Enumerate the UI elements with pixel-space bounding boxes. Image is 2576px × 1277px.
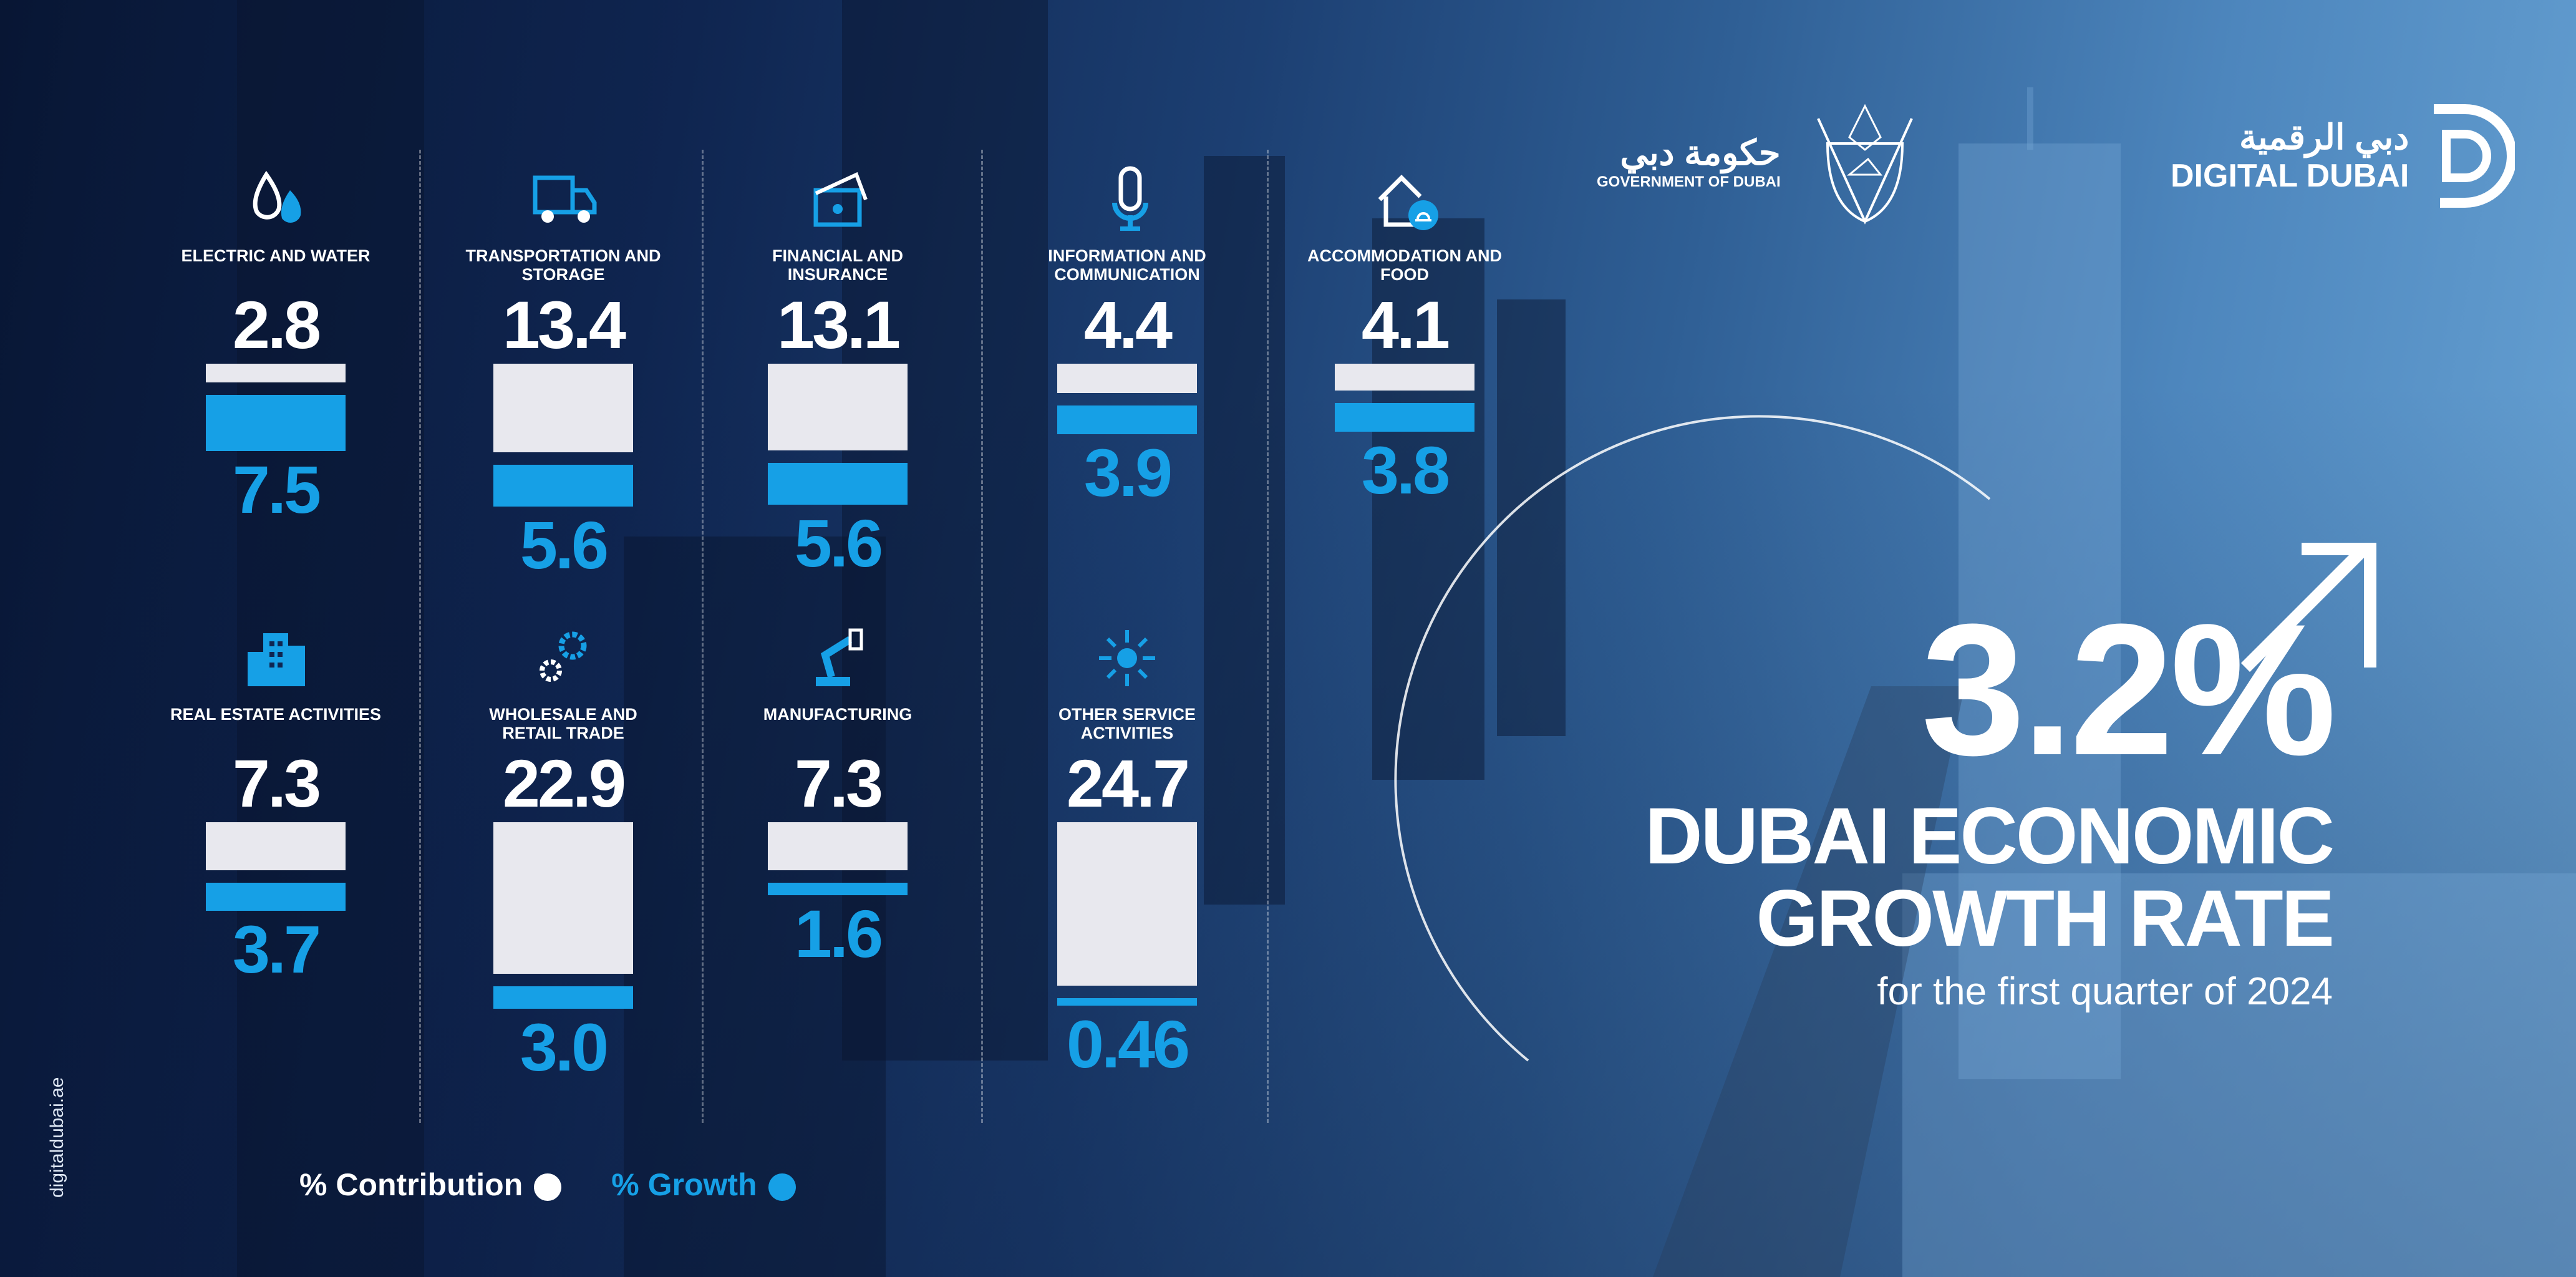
headline-subtitle: for the first quarter of 2024 <box>1877 970 2333 1013</box>
sector-label: FINANCIAL AND INSURANCE <box>772 246 903 284</box>
headline-title: DUBAI ECONOMIC GROWTH RATE <box>1645 792 2335 963</box>
gov-logo-english: GOVERNMENT OF DUBAI <box>1597 173 1781 190</box>
sector-card: FINANCIAL AND INSURANCE 13.1 5.6 <box>732 165 944 578</box>
sector-label: WHOLESALE AND RETAIL TRADE <box>489 705 637 742</box>
sector-label: ELECTRIC AND WATER <box>181 246 370 265</box>
sector-label: ACCOMMODATION AND FOOD <box>1307 246 1502 284</box>
contribution-value: 13.4 <box>502 287 626 362</box>
contribution-bar <box>493 822 633 974</box>
digital-dubai-arabic: دبي الرقمية <box>2239 117 2409 157</box>
growth-value: 0.46 <box>1066 1006 1190 1082</box>
dubai-emblem-icon <box>1816 104 1913 225</box>
divider <box>1267 150 1269 1123</box>
sector-label: MANUFACTURING <box>763 705 913 724</box>
growth-value: 7.5 <box>232 451 321 527</box>
contribution-value: 13.1 <box>777 287 901 362</box>
sector-label: REAL ESTATE ACTIVITIES <box>170 705 382 724</box>
title-line-2: GROWTH RATE <box>1756 874 2335 963</box>
sector-card: ACCOMMODATION AND FOOD 4.1 3.8 <box>1299 165 1511 505</box>
growth-bar <box>768 462 908 505</box>
blue-dot-icon <box>768 1173 796 1201</box>
sector-label: INFORMATION AND COMMUNICATION <box>1048 246 1206 284</box>
digital-dubai-d-icon <box>2434 104 2515 208</box>
divider <box>419 150 421 1123</box>
microphone-icon <box>1090 165 1165 234</box>
buildings-icon <box>238 624 313 692</box>
truck-icon <box>526 165 601 234</box>
contribution-value: 2.8 <box>232 287 321 362</box>
legend-growth: % Growth <box>611 1167 796 1203</box>
digital-dubai-logo: دبي الرقمية DIGITAL DUBAI <box>2171 103 2515 209</box>
house-bell-icon <box>1367 165 1442 234</box>
growth-bar <box>768 883 908 895</box>
government-of-dubai-logo: حكومة دبي GOVERNMENT OF DUBAI <box>1597 100 1924 225</box>
digital-dubai-english: DIGITAL DUBAI <box>2171 158 2409 194</box>
growth-rate-value: 3.2% <box>1921 585 2336 794</box>
contribution-bar <box>493 364 633 453</box>
growth-value: 1.6 <box>794 895 883 971</box>
white-dot-icon <box>534 1173 562 1201</box>
growth-value: 3.8 <box>1361 432 1450 508</box>
sector-card: ELECTRIC AND WATER 2.8 7.5 <box>170 165 382 525</box>
website-text: digitaldubai.ae <box>47 1077 67 1198</box>
money-card-icon <box>800 165 875 234</box>
growth-bar <box>493 465 633 507</box>
title-line-1: DUBAI ECONOMIC <box>1645 792 2335 881</box>
legend-contribution-label: % Contribution <box>299 1167 523 1202</box>
contribution-bar <box>206 822 346 871</box>
legend-contribution: % Contribution <box>299 1167 562 1203</box>
growth-bar <box>1335 403 1474 432</box>
contribution-bar <box>1057 364 1197 393</box>
growth-bar <box>206 394 346 451</box>
contribution-bar <box>768 822 908 871</box>
sector-card: OTHER SERVICE ACTIVITIES 24.7 0.46 <box>1021 624 1233 1079</box>
sector-card: MANUFACTURING 7.3 1.6 <box>732 624 944 969</box>
contribution-bar <box>206 364 346 382</box>
gears-icon <box>526 624 601 692</box>
growth-bar <box>493 986 633 1009</box>
contribution-bar <box>768 364 908 450</box>
contribution-bar <box>1335 364 1474 391</box>
growth-bar <box>1057 405 1197 435</box>
contribution-value: 4.4 <box>1083 287 1173 362</box>
contribution-value: 22.9 <box>502 745 626 821</box>
sparkle-icon <box>1090 624 1165 692</box>
growth-value: 5.6 <box>520 507 609 583</box>
growth-value: 3.7 <box>232 911 321 987</box>
divider <box>981 150 983 1123</box>
sector-card: WHOLESALE AND RETAIL TRADE 22.9 3.0 <box>457 624 669 1082</box>
growth-bar <box>206 883 346 911</box>
sector-label: TRANSPORTATION AND STORAGE <box>465 246 661 284</box>
contribution-value: 7.3 <box>794 745 883 821</box>
sector-card: TRANSPORTATION AND STORAGE 13.4 5.6 <box>457 165 669 580</box>
growth-value: 3.0 <box>520 1009 609 1085</box>
growth-value: 3.9 <box>1083 435 1173 511</box>
legend-growth-label: % Growth <box>611 1167 757 1202</box>
contribution-bar <box>1057 822 1197 986</box>
contribution-value: 4.1 <box>1361 287 1450 362</box>
divider <box>702 150 704 1123</box>
sector-label: OTHER SERVICE ACTIVITIES <box>1058 705 1196 742</box>
growth-value: 5.6 <box>794 505 883 581</box>
gov-logo-arabic: حكومة دبي <box>1620 133 1781 172</box>
contribution-value: 24.7 <box>1066 745 1190 821</box>
robot-arm-icon <box>800 624 875 692</box>
growth-bar <box>1057 998 1197 1006</box>
water-drop-flame-icon <box>238 165 313 234</box>
contribution-value: 7.3 <box>232 745 321 821</box>
sector-card: REAL ESTATE ACTIVITIES 7.3 3.7 <box>170 624 382 984</box>
sector-card: INFORMATION AND COMMUNICATION 4.4 3.9 <box>1021 165 1233 508</box>
legend: % Contribution % Growth <box>299 1167 796 1203</box>
